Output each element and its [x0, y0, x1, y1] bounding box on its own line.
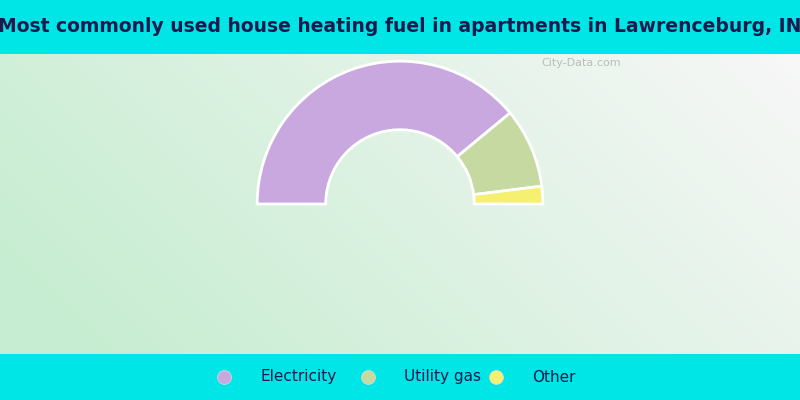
Wedge shape	[474, 186, 543, 204]
Wedge shape	[257, 61, 510, 204]
Text: Electricity: Electricity	[260, 370, 336, 384]
Wedge shape	[458, 113, 542, 195]
Text: City-Data.com: City-Data.com	[542, 58, 622, 68]
Text: Utility gas: Utility gas	[404, 370, 481, 384]
Text: Other: Other	[532, 370, 575, 384]
Text: Most commonly used house heating fuel in apartments in Lawrenceburg, IN: Most commonly used house heating fuel in…	[0, 18, 800, 36]
